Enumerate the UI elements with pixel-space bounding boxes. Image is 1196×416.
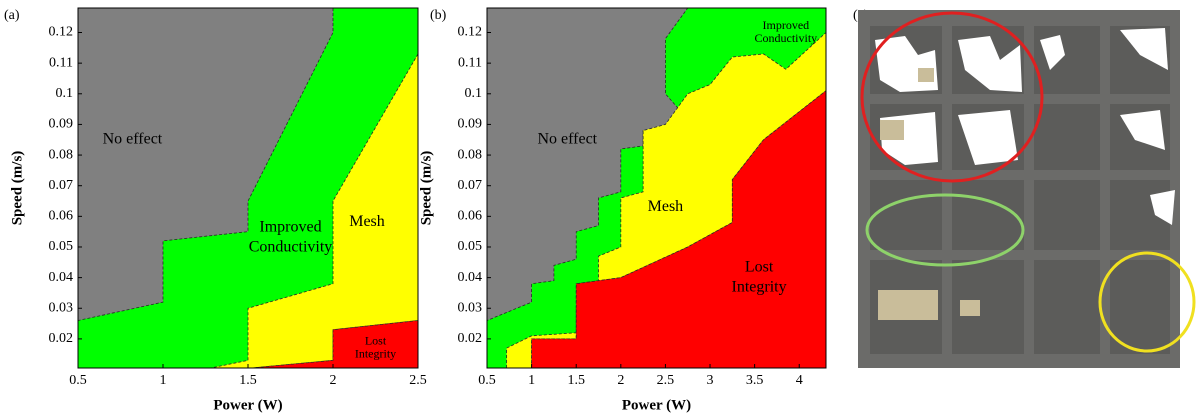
y-tick-label: 0.1 <box>56 86 74 101</box>
region <box>531 90 826 368</box>
red-circle <box>860 11 1044 183</box>
region-label: No effect <box>103 130 163 147</box>
x-tick-label: 3.5 <box>746 373 764 388</box>
region <box>251 320 418 368</box>
plot-frame <box>486 7 827 369</box>
x-axis-label: Power (W) <box>213 397 282 413</box>
y-tick-label: 0.07 <box>49 178 74 193</box>
y-tick-label: 0.03 <box>49 300 74 315</box>
y-axis-label: Speed (m/s) <box>9 151 25 226</box>
region <box>487 8 689 321</box>
region-label: Lost <box>365 333 387 347</box>
x-tick-label: 2.5 <box>657 373 675 388</box>
y-tick-label: 0.05 <box>49 239 74 254</box>
y-tick-label: 0.11 <box>458 55 482 70</box>
region <box>210 53 418 368</box>
region-label: Conductivity <box>249 238 333 255</box>
y-tick-label: 0.08 <box>49 147 74 162</box>
yellow-circle <box>1098 251 1196 353</box>
y-axis-label: Speed (m/s) <box>418 151 434 226</box>
y-tick-label: 0.06 <box>49 209 74 224</box>
region-label: Improved <box>763 18 810 32</box>
y-tick-label: 0.1 <box>465 86 483 101</box>
region-label: No effect <box>537 130 597 147</box>
x-tick-label: 2.5 <box>409 373 427 388</box>
region-label: Integrity <box>355 346 396 360</box>
y-tick-label: 0.02 <box>49 331 74 346</box>
x-tick-label: 3 <box>707 373 714 388</box>
x-tick-label: 4 <box>796 373 803 388</box>
y-tick-label: 0.03 <box>458 300 483 315</box>
y-tick-label: 0.08 <box>458 147 483 162</box>
y-tick-label: 0.04 <box>49 270 74 285</box>
plot-area <box>487 8 826 368</box>
x-tick-label: 1.5 <box>567 373 585 388</box>
photo <box>858 10 1196 368</box>
y-tick-label: 0.12 <box>49 25 74 40</box>
green-ellipse <box>865 193 1025 267</box>
x-tick-label: 0.5 <box>69 373 87 388</box>
x-tick-label: 1.5 <box>239 373 257 388</box>
region-label: Mesh <box>648 198 684 215</box>
plot-area <box>78 8 418 368</box>
residue <box>878 68 980 320</box>
y-tick-label: 0.09 <box>458 117 483 132</box>
x-tick-label: 2 <box>330 373 337 388</box>
y-tick-label: 0.05 <box>458 239 483 254</box>
x-tick-label: 1 <box>528 373 535 388</box>
y-tick-label: 0.09 <box>49 117 74 132</box>
region-label: Integrity <box>732 278 787 295</box>
x-tick-label: 1 <box>160 373 167 388</box>
region-label: Mesh <box>349 213 385 230</box>
y-tick-label: 0.04 <box>458 270 483 285</box>
x-tick-label: 0.5 <box>478 373 496 388</box>
y-tick-label: 0.02 <box>458 331 483 346</box>
x-axis-label: Power (W) <box>622 397 691 413</box>
y-tick-label: 0.07 <box>458 178 483 193</box>
y-tick-label: 0.11 <box>49 55 73 70</box>
y-tick-label: 0.06 <box>458 209 483 224</box>
region-label: Lost <box>745 258 774 275</box>
region <box>78 8 334 321</box>
region-label: Conductivity <box>755 31 818 45</box>
panel-label: (b) <box>430 8 447 23</box>
region-label: Improved <box>259 218 321 235</box>
x-tick-label: 2 <box>617 373 624 388</box>
panel-label: (a) <box>4 8 20 23</box>
y-tick-label: 0.12 <box>458 25 483 40</box>
